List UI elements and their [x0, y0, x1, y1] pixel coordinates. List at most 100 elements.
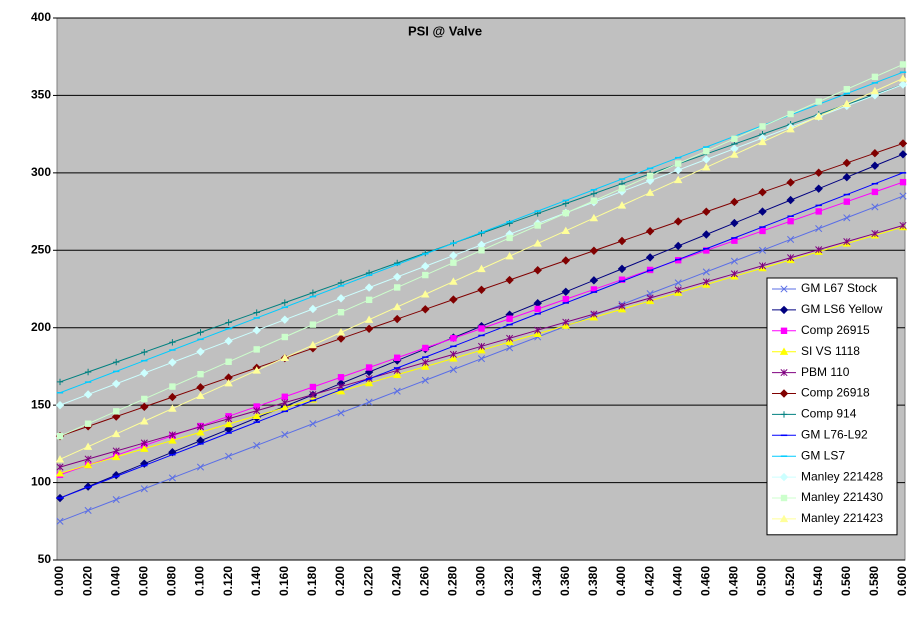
marker [168, 436, 177, 444]
x-tick-label: 0.220 [361, 566, 375, 596]
marker [336, 387, 346, 395]
legend-item: PBM 110 [772, 365, 850, 379]
marker [422, 271, 429, 279]
x-tick-label: 0.060 [136, 566, 150, 596]
x-tick-label: 0.520 [783, 566, 797, 596]
legend-box [766, 277, 898, 536]
marker [758, 137, 767, 146]
legend-label: Comp 26918 [801, 386, 870, 400]
marker [253, 403, 260, 410]
marker [898, 74, 908, 82]
marker [779, 305, 789, 315]
marker [450, 335, 457, 342]
marker [112, 379, 121, 388]
x-tick-label: 0.560 [839, 566, 853, 596]
marker [281, 333, 288, 341]
marker [140, 444, 149, 452]
x-tick-label: 0.240 [389, 566, 403, 596]
marker [252, 366, 261, 374]
y-tick-label: 150 [31, 397, 51, 411]
marker [309, 420, 317, 428]
legend-item: GM LS7 [772, 448, 845, 462]
legend-item: Manley 221428 [772, 469, 883, 483]
legend-item: Manley 221430 [772, 490, 883, 504]
marker [674, 175, 683, 184]
marker [364, 283, 374, 292]
series [56, 172, 907, 499]
marker [533, 239, 542, 247]
marker [196, 423, 205, 431]
marker [421, 362, 430, 370]
marker [814, 184, 823, 193]
marker [786, 195, 795, 205]
marker [645, 227, 655, 236]
legend-item: GM L67 Stock [772, 281, 878, 295]
legend-label: GM L67 Stock [801, 281, 878, 295]
marker [815, 208, 822, 215]
marker [336, 294, 346, 303]
marker [562, 209, 569, 217]
x-tick-label: 0.580 [867, 566, 881, 596]
marker [140, 439, 148, 447]
marker [309, 321, 317, 328]
x-tick-label: 0.120 [221, 566, 235, 596]
marker [169, 339, 176, 346]
x-tick-label: 0.140 [249, 566, 263, 596]
y-tick-label: 400 [31, 10, 51, 24]
legend-item: Comp 914 [772, 407, 857, 421]
marker [814, 112, 823, 120]
marker [113, 408, 120, 415]
marker [617, 201, 627, 209]
marker [758, 246, 767, 254]
marker [56, 378, 64, 386]
x-tick-label: 0.460 [698, 566, 712, 596]
marker [224, 419, 233, 428]
marker [449, 354, 458, 362]
marker [505, 251, 514, 260]
marker [393, 302, 402, 311]
legend-item: Manley 221423 [772, 511, 883, 525]
marker [169, 383, 176, 390]
marker [590, 190, 598, 197]
marker [224, 378, 233, 387]
marker [141, 395, 148, 403]
marker [140, 402, 149, 412]
marker [505, 275, 514, 285]
marker [870, 161, 880, 170]
marker [562, 296, 569, 303]
marker [843, 198, 850, 205]
marker [787, 217, 794, 225]
marker [281, 299, 288, 306]
marker [83, 442, 93, 450]
marker [562, 318, 570, 326]
marker [337, 374, 345, 381]
marker [758, 207, 767, 216]
marker [758, 262, 767, 270]
marker [168, 431, 176, 439]
marker [590, 310, 598, 318]
marker [225, 319, 232, 326]
marker [505, 337, 514, 346]
marker [870, 86, 880, 95]
marker [786, 178, 795, 187]
legend-label: GM LS6 Yellow [801, 302, 883, 316]
x-tick-label: 0.500 [755, 566, 769, 596]
marker [617, 264, 627, 274]
marker [197, 370, 204, 378]
x-tick-label: 0.540 [811, 566, 825, 596]
x-tick-label: 0.020 [80, 566, 94, 596]
x-tick-label: 0.260 [417, 566, 431, 596]
marker [393, 387, 401, 395]
marker [779, 347, 789, 355]
marker [618, 276, 626, 283]
legend-label: Manley 221428 [801, 469, 883, 483]
marker [506, 234, 513, 242]
marker [899, 61, 907, 68]
marker [84, 506, 92, 514]
marker [393, 370, 402, 378]
marker [196, 347, 205, 356]
marker [478, 325, 485, 332]
marker [336, 334, 346, 343]
marker [506, 334, 514, 342]
marker [55, 469, 65, 477]
